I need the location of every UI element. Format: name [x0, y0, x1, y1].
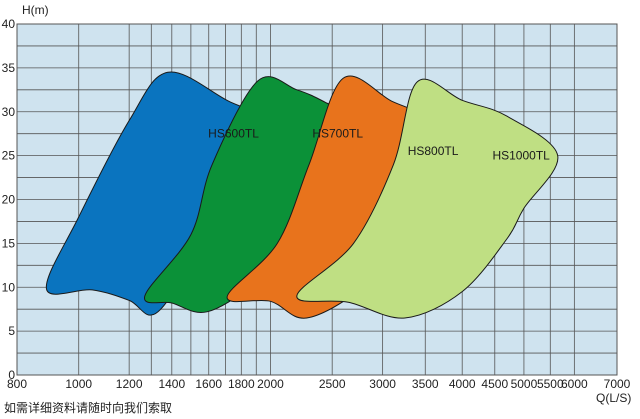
x-tick-labels: 800 1000 1200 1400 1600 1800 2000 2500 3000 3500 4…: [7, 377, 631, 391]
x-tick-label: 800: [7, 377, 27, 391]
x-tick-label: 6000: [561, 377, 588, 391]
series-areas: [45, 71, 559, 319]
series-label: HS700TL: [312, 127, 363, 141]
y-tick-label: 20: [2, 193, 16, 207]
x-tick-label: 3500: [412, 377, 439, 391]
x-tick-label: 1200: [116, 377, 143, 391]
y-tick-label: 35: [2, 61, 16, 75]
y-tick-label: 30: [2, 105, 16, 119]
y-tick-labels: 0 5 10 15 20 25 30 35 40: [2, 17, 16, 382]
y-tick-label: 40: [2, 17, 16, 31]
y-tick-label: 5: [8, 324, 15, 338]
y-tick-label: 25: [2, 149, 16, 163]
y-tick-label: 0: [8, 368, 15, 382]
series-area-hs1000tl: [296, 78, 559, 319]
x-axis-label: Q(L/S): [596, 391, 631, 405]
series-label: HS800TL: [408, 144, 459, 158]
x-tick-label: 3000: [369, 377, 396, 391]
contact-note: 如需详细资料请随时向我们索取: [4, 401, 173, 415]
x-tick-label: 1000: [65, 377, 92, 391]
x-tick-label: 2000: [257, 377, 284, 391]
x-tick-label: 1400: [158, 377, 185, 391]
x-tick-label: 5500: [537, 377, 564, 391]
x-tick-label: 2500: [319, 377, 346, 391]
series-labels: HS600TL HS700TL HS800TL HS1000TL: [208, 127, 550, 163]
x-tick-label: 5000: [511, 377, 538, 391]
series-label: HS600TL: [208, 127, 259, 141]
y-axis-label: H(m): [22, 3, 49, 17]
y-tick-label: 15: [2, 236, 16, 250]
x-tick-label: 7000: [604, 377, 631, 391]
x-tick-label: 1800: [228, 377, 255, 391]
plot-frame: [16, 23, 618, 376]
y-tick-label: 10: [2, 280, 16, 294]
x-tick-label: 1600: [195, 377, 222, 391]
series-label: HS1000TL: [492, 149, 550, 163]
x-tick-label: 4000: [449, 377, 476, 391]
x-tick-label: 4500: [481, 377, 508, 391]
